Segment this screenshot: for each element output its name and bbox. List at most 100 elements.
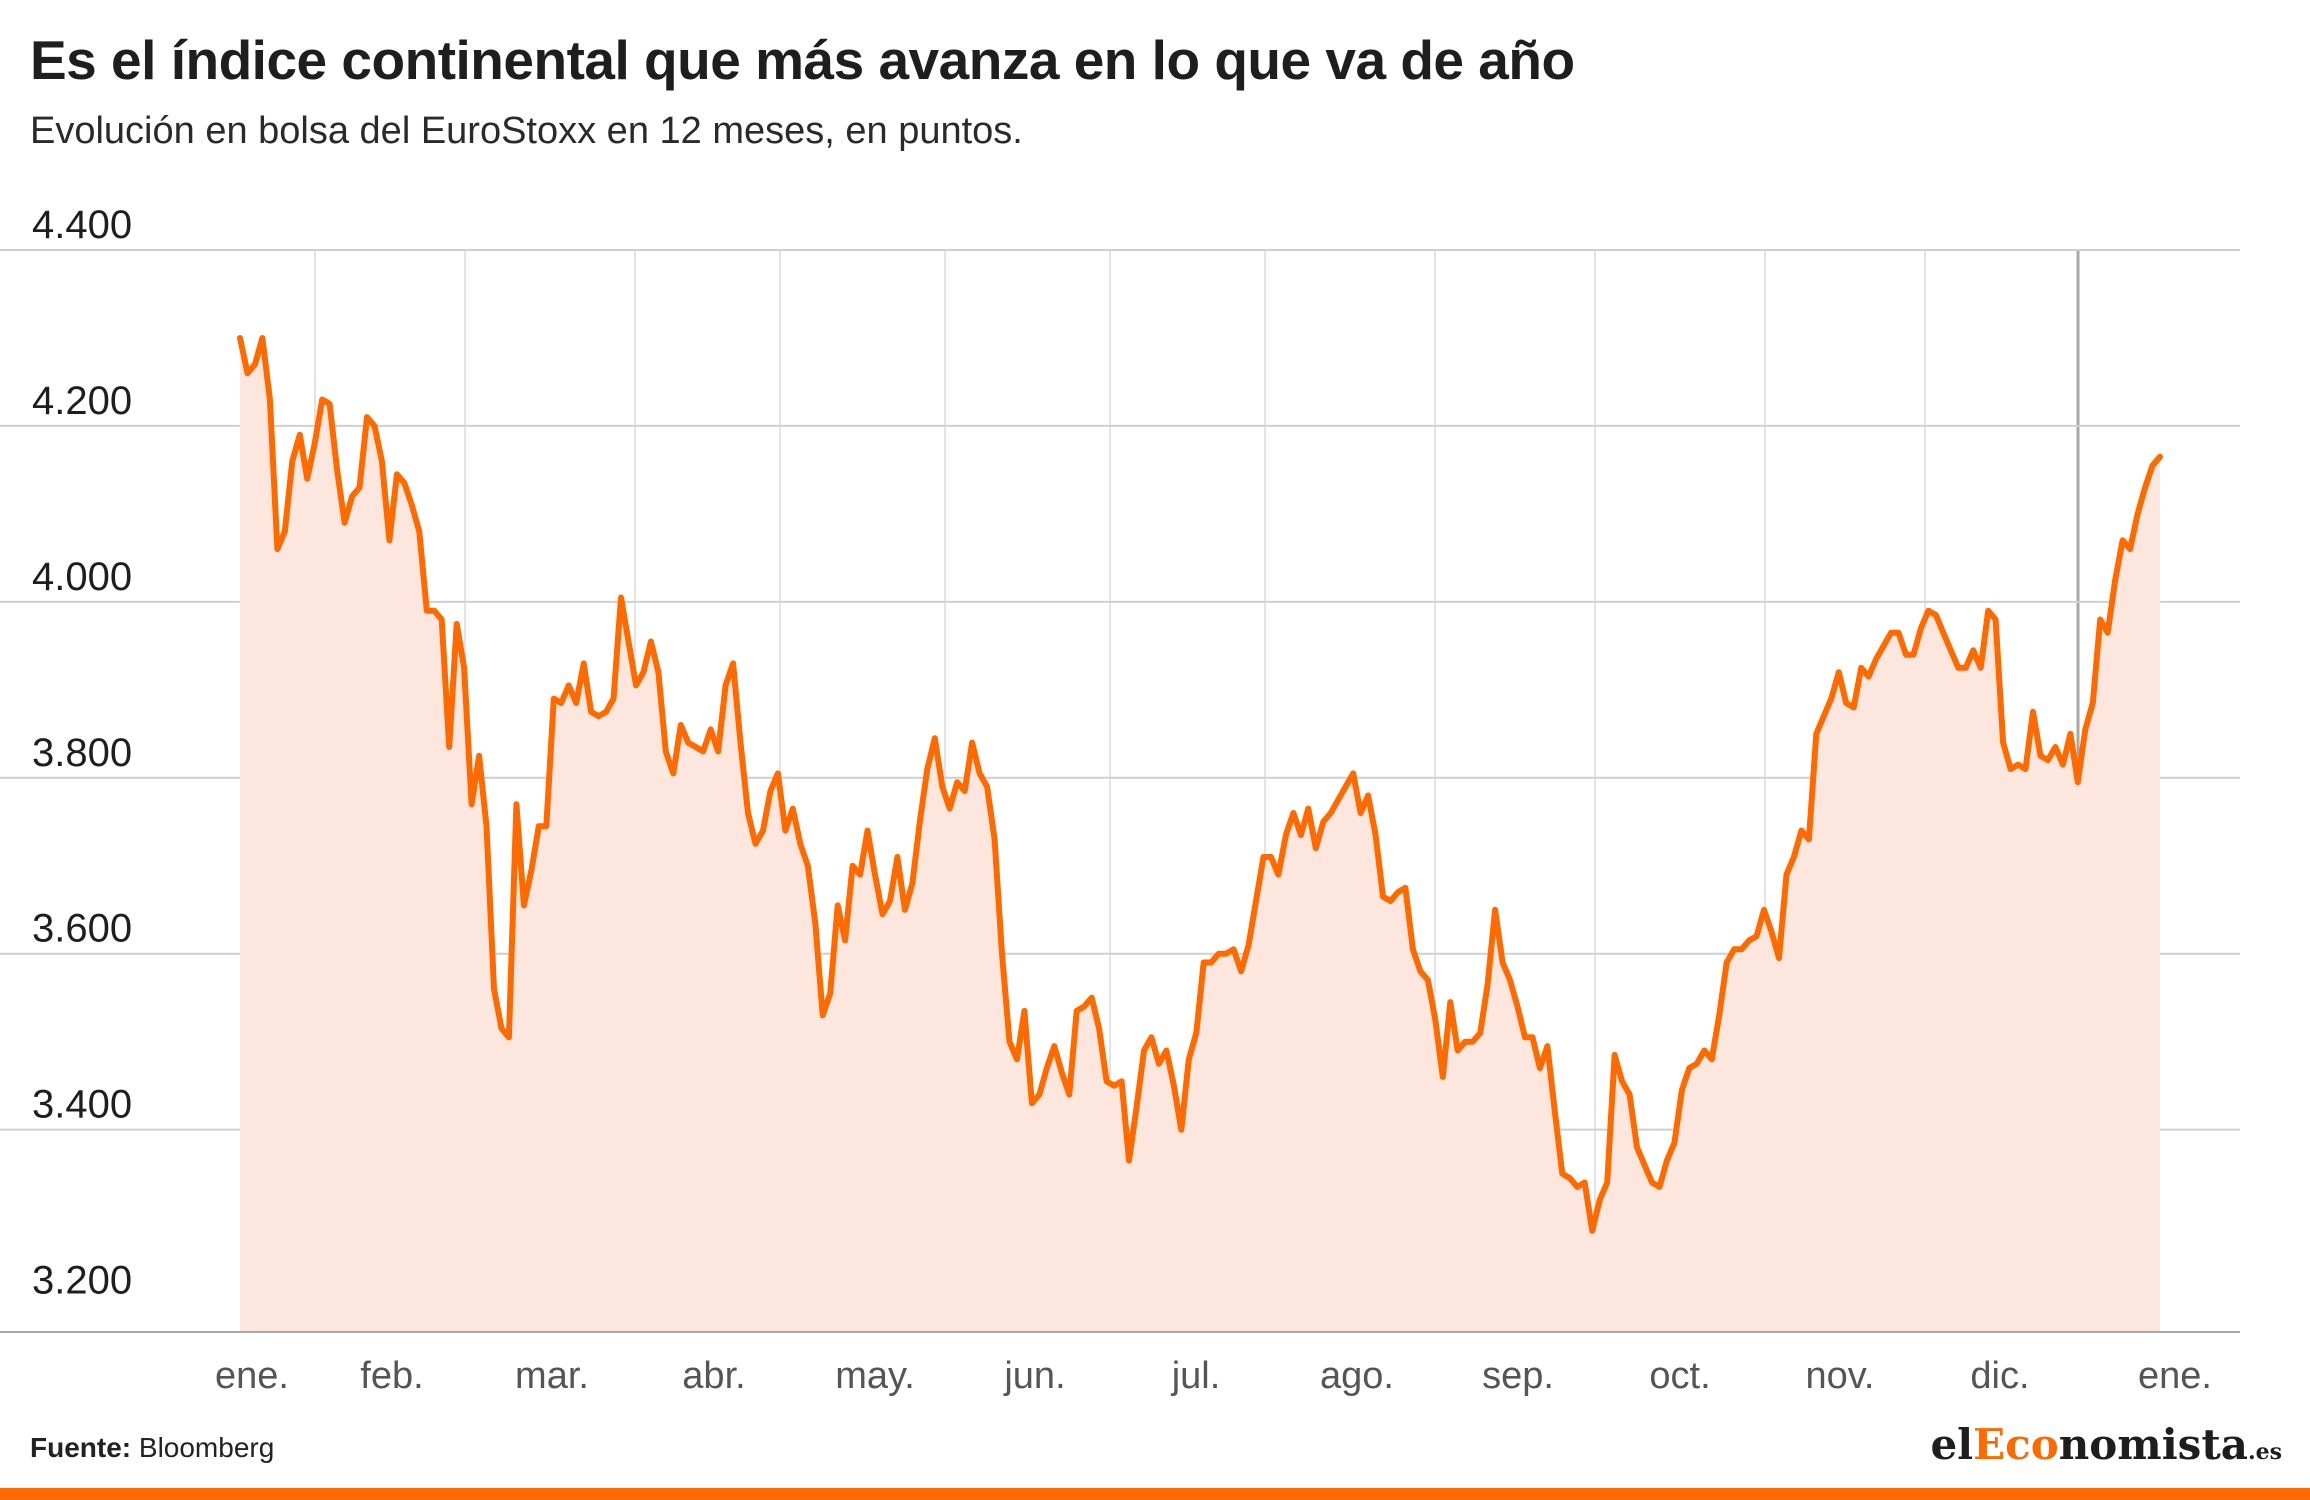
data-point xyxy=(1925,608,1931,614)
data-point xyxy=(1948,647,1954,653)
data-point xyxy=(1365,792,1371,798)
data-point xyxy=(274,546,280,552)
data-point xyxy=(2052,744,2058,750)
data-point xyxy=(1089,995,1095,1001)
data-point xyxy=(1657,1184,1663,1190)
data-point xyxy=(1148,1034,1154,1040)
data-point xyxy=(730,660,736,666)
data-point xyxy=(618,595,624,601)
data-point xyxy=(1515,1004,1521,1010)
data-point xyxy=(1567,1175,1573,1181)
data-point xyxy=(1597,1197,1603,1203)
data-point xyxy=(1933,612,1939,618)
data-point xyxy=(1582,1180,1588,1186)
data-point xyxy=(1141,1048,1147,1054)
data-point xyxy=(2150,463,2156,469)
data-point xyxy=(543,823,549,829)
data-point xyxy=(1290,810,1296,816)
data-point xyxy=(1791,854,1797,860)
data-point xyxy=(1544,1043,1550,1049)
data-point xyxy=(1096,1026,1102,1032)
data-point xyxy=(282,529,288,535)
data-point xyxy=(2075,779,2081,785)
data-point xyxy=(1029,1100,1035,1106)
data-point xyxy=(2045,757,2051,763)
data-point xyxy=(1380,894,1386,900)
data-point xyxy=(476,753,482,759)
data-point xyxy=(1858,665,1864,671)
data-point xyxy=(1769,929,1775,935)
data-point xyxy=(1604,1180,1610,1186)
data-point xyxy=(461,665,467,671)
data-point xyxy=(1066,1092,1072,1098)
data-point xyxy=(663,748,669,754)
data-point xyxy=(386,537,392,543)
data-point xyxy=(237,335,243,341)
data-point xyxy=(1873,656,1879,662)
data-point xyxy=(334,467,340,473)
data-point xyxy=(685,740,691,746)
data-point xyxy=(805,863,811,869)
data-point xyxy=(431,608,437,614)
data-point xyxy=(626,639,632,645)
data-point xyxy=(745,810,751,816)
data-point xyxy=(2015,762,2021,768)
data-point xyxy=(1888,630,1894,636)
data-point xyxy=(1261,854,1267,860)
data-point xyxy=(693,744,699,750)
data-point xyxy=(1343,784,1349,790)
data-point xyxy=(1216,951,1222,957)
data-point xyxy=(648,639,654,645)
data-point xyxy=(1851,704,1857,710)
data-point xyxy=(1589,1228,1595,1234)
data-point xyxy=(1530,1034,1536,1040)
data-point xyxy=(342,520,348,526)
data-point xyxy=(1313,845,1319,851)
data-point xyxy=(1328,810,1334,816)
y-axis-tick-labels: 4.400 4.200 4.000 3.800 3.600 3.400 3.200 xyxy=(32,203,132,1303)
data-point xyxy=(2112,577,2118,583)
data-point xyxy=(1447,999,1453,1005)
bottom-accent-bar xyxy=(0,1488,2310,1500)
x-tick-label: feb. xyxy=(360,1355,423,1397)
data-point xyxy=(416,529,422,535)
data-point xyxy=(2120,537,2126,543)
data-point xyxy=(252,361,258,367)
data-point xyxy=(670,770,676,776)
data-point xyxy=(304,476,310,482)
data-point xyxy=(1634,1144,1640,1150)
data-point xyxy=(909,880,915,886)
data-point xyxy=(1963,665,1969,671)
data-point xyxy=(842,938,848,944)
data-point xyxy=(2038,753,2044,759)
data-point xyxy=(603,709,609,715)
data-point xyxy=(357,485,363,491)
data-point xyxy=(1231,946,1237,952)
data-point xyxy=(678,722,684,728)
data-point xyxy=(499,1026,505,1032)
x-axis-tick-labels: ene. feb. mar. abr. may. jun. jul. ago. sep. oct.… xyxy=(215,1355,2212,1397)
logo-part-el: el xyxy=(1930,1420,1974,1469)
data-point xyxy=(1163,1048,1169,1054)
data-point xyxy=(1395,889,1401,895)
y-tick-label: 3.400 xyxy=(32,1083,132,1127)
data-point xyxy=(1134,1105,1140,1111)
data-point xyxy=(977,770,983,776)
data-point xyxy=(2000,740,2006,746)
line-chart: 4.400 4.200 4.000 3.800 3.600 3.400 3.200 ene.… xyxy=(0,203,2240,1397)
data-point xyxy=(1701,1048,1707,1054)
data-point xyxy=(1275,872,1281,878)
data-point xyxy=(1298,832,1304,838)
data-point xyxy=(2023,766,2029,772)
data-point xyxy=(753,841,759,847)
data-point xyxy=(1813,731,1819,737)
data-point xyxy=(1156,1061,1162,1067)
data-point xyxy=(611,696,617,702)
data-point xyxy=(640,669,646,675)
data-point xyxy=(939,784,945,790)
x-tick-label: nov. xyxy=(1805,1355,1874,1397)
data-point xyxy=(984,784,990,790)
data-point xyxy=(394,471,400,477)
chart-subtitle: Evolución en bolsa del EuroStoxx en 12 m… xyxy=(30,110,1023,152)
data-point xyxy=(289,458,295,464)
